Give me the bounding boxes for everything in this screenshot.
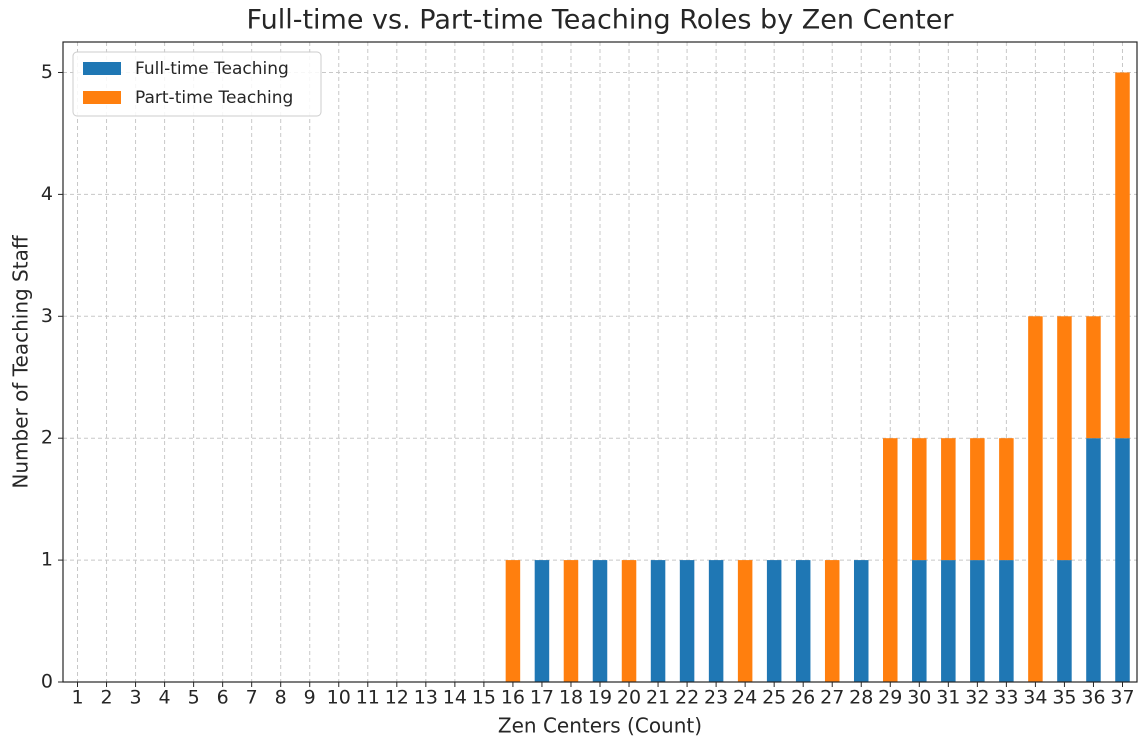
legend-swatch — [83, 91, 121, 104]
y-tick-label: 1 — [41, 549, 53, 571]
bar — [1057, 560, 1072, 682]
x-tick-label: 2 — [100, 687, 112, 709]
bar — [1057, 316, 1072, 561]
y-tick-label: 0 — [41, 671, 53, 693]
x-tick-label: 23 — [704, 687, 728, 709]
x-tick-label: 13 — [414, 687, 438, 709]
legend: Full-time Teaching Part-time Teaching — [72, 51, 322, 117]
x-tick-label: 7 — [246, 687, 258, 709]
bar — [912, 438, 927, 561]
bar — [970, 560, 985, 682]
x-tick-label: 4 — [159, 687, 171, 709]
x-axis-label: Zen Centers (Count) — [498, 714, 702, 738]
x-tick-label: 11 — [356, 687, 380, 709]
x-tick-label: 14 — [443, 687, 467, 709]
bar — [1115, 72, 1130, 439]
bar — [621, 560, 637, 682]
x-tick-label: 3 — [130, 687, 142, 709]
x-tick-label: 17 — [530, 687, 554, 709]
x-tick-label: 34 — [1023, 687, 1047, 709]
legend-label: Full-time Teaching — [135, 59, 289, 79]
bar — [534, 560, 550, 682]
bar — [1086, 438, 1101, 682]
legend-frame — [72, 51, 322, 117]
x-tick-label: 35 — [1052, 687, 1076, 709]
bar — [941, 560, 956, 682]
bar — [999, 438, 1014, 561]
x-tick-label: 28 — [849, 687, 873, 709]
x-tick-label: 27 — [820, 687, 844, 709]
y-tick-label: 5 — [41, 61, 53, 83]
bar — [679, 560, 695, 682]
x-tick-label: 9 — [304, 687, 316, 709]
x-tick-label: 21 — [646, 687, 670, 709]
y-tick-label: 4 — [41, 183, 53, 205]
y-tick-label: 2 — [41, 427, 53, 449]
bar — [999, 560, 1014, 682]
x-tick-label: 30 — [907, 687, 931, 709]
x-tick-label: 10 — [327, 687, 351, 709]
x-tick-label: 22 — [675, 687, 699, 709]
x-tick-label: 12 — [385, 687, 409, 709]
y-axis-label: Number of Teaching Staff — [9, 234, 33, 488]
bar — [650, 560, 666, 682]
bar — [766, 560, 782, 682]
bar — [795, 560, 811, 682]
bar — [970, 438, 985, 561]
x-tick-label: 32 — [965, 687, 989, 709]
bar — [941, 438, 956, 561]
bar — [563, 560, 579, 682]
x-tick-label: 29 — [878, 687, 902, 709]
bar — [1028, 316, 1043, 682]
legend-label: Part-time Teaching — [135, 88, 293, 108]
bar — [824, 560, 840, 682]
x-tick-label: 8 — [275, 687, 287, 709]
y-tick-label: 3 — [41, 305, 53, 327]
bar — [592, 560, 608, 682]
x-tick-label: 36 — [1081, 687, 1105, 709]
x-tick-label: 26 — [791, 687, 815, 709]
bar — [853, 560, 869, 682]
x-tick-label: 33 — [994, 687, 1018, 709]
x-tick-label: 19 — [588, 687, 612, 709]
x-tick-label: 37 — [1110, 687, 1134, 709]
x-tick-label: 16 — [501, 687, 525, 709]
chart-title: Full-time vs. Part-time Teaching Roles b… — [247, 5, 955, 36]
x-tick-label: 31 — [936, 687, 960, 709]
bar — [1086, 316, 1101, 439]
bar — [883, 438, 898, 682]
x-tick-label: 18 — [559, 687, 583, 709]
x-tick-label: 20 — [617, 687, 641, 709]
x-tick-label: 5 — [188, 687, 200, 709]
x-tick-label: 1 — [71, 687, 83, 709]
legend-swatch — [83, 62, 121, 75]
bar — [708, 560, 724, 682]
bar — [1115, 438, 1130, 682]
x-tick-label: 25 — [762, 687, 786, 709]
plot-frame — [62, 41, 1138, 683]
bar — [737, 560, 753, 682]
bar — [505, 560, 521, 682]
x-tick-label: 15 — [472, 687, 496, 709]
x-tick-label: 6 — [217, 687, 229, 709]
x-tick-label: 24 — [733, 687, 757, 709]
bar — [912, 560, 927, 682]
